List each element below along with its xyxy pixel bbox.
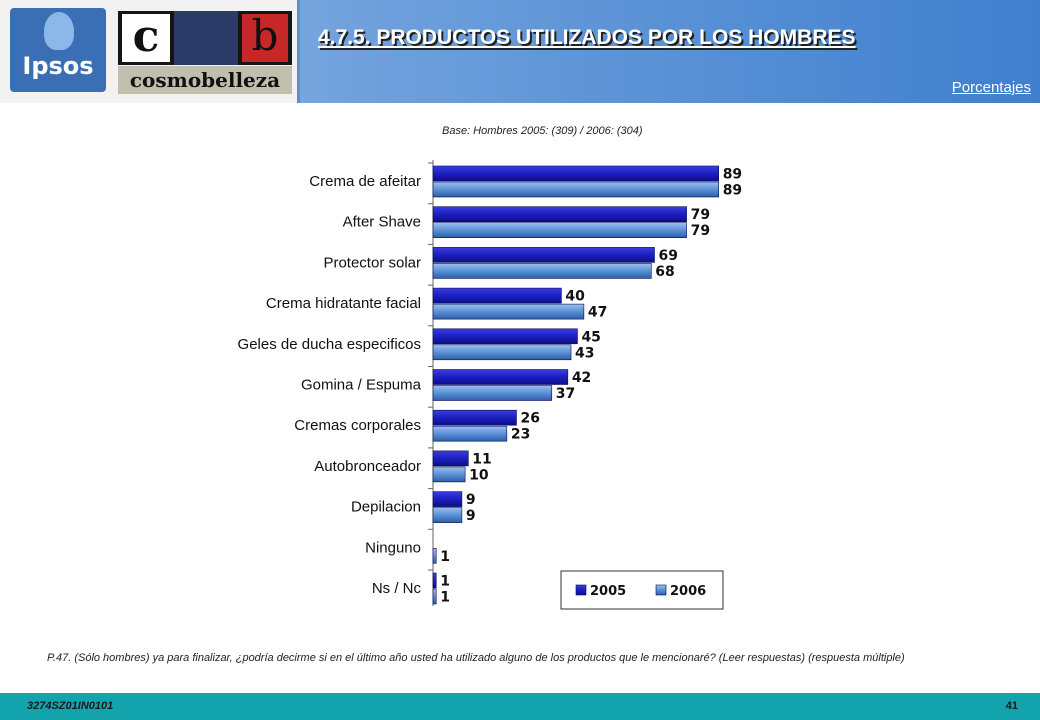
cosmobelleza-logo: c b: [118, 11, 292, 65]
bar-2005: [432, 165, 719, 182]
bar-2006: [432, 263, 652, 279]
data-label: 1: [440, 574, 450, 590]
data-label: 1: [440, 590, 450, 606]
category-label: Crema hidratante facial: [266, 295, 421, 312]
category-label: Ninguno: [365, 539, 421, 556]
bar-2006: [432, 507, 463, 523]
data-label: 79: [691, 207, 710, 223]
header-banner: Ipsos c b cosmobelleza 4.7.5. PRODUCTOS …: [0, 0, 1040, 103]
cosmobelleza-wordmark: cosmobelleza: [118, 66, 292, 94]
page-title: 4.7.5. PRODUCTOS UTILIZADOS POR LOS HOMB…: [318, 26, 856, 49]
base-note: Base: Hombres 2005: (309) / 2006: (304): [442, 125, 643, 137]
data-label: 10: [469, 467, 489, 483]
bar-2006: [432, 344, 572, 361]
data-label: 68: [655, 264, 674, 280]
ipsos-logo: Ipsos: [10, 8, 106, 92]
category-label: Gomina / Espuma: [301, 377, 422, 394]
data-label: 23: [511, 427, 530, 443]
category-label: Ns / Nc: [372, 580, 422, 597]
page-number: 41: [1005, 700, 1018, 712]
bar-2005: [432, 491, 463, 507]
ipsos-logo-text: Ipsos: [22, 52, 94, 80]
legend-swatch: [655, 584, 667, 596]
category-label: Depilacion: [351, 499, 421, 516]
category-label: After Shave: [343, 214, 421, 231]
data-label: 9: [466, 508, 476, 524]
logo-b-letter: b: [242, 14, 288, 62]
logo-c-letter: c: [122, 14, 170, 62]
legend-label: 2006: [670, 584, 706, 599]
data-label: 89: [723, 183, 742, 199]
bar-2005: [432, 287, 562, 304]
category-label: Crema de afeitar: [309, 173, 421, 190]
legend-label: 2005: [590, 584, 626, 599]
bar-2006: [432, 425, 508, 442]
category-label: Cremas corporales: [294, 417, 421, 434]
data-label: 45: [581, 329, 600, 345]
bar-2005: [432, 450, 469, 467]
data-label: 47: [588, 305, 607, 321]
bar-2005: [432, 369, 569, 385]
data-label: 43: [575, 345, 594, 361]
data-label: 79: [691, 223, 710, 239]
units-label: Porcentajes: [951, 79, 1031, 96]
bar-2006: [432, 222, 687, 238]
bar-2005: [432, 572, 437, 589]
data-label: 40: [565, 289, 585, 305]
category-label: Protector solar: [323, 254, 421, 271]
bar-2006: [432, 466, 466, 483]
category-label: Geles de ducha especificos: [238, 336, 421, 353]
legend-swatch: [575, 584, 587, 596]
bar-2006: [432, 303, 585, 320]
study-code: 3274SZ01IN0101: [27, 700, 114, 712]
data-label: 26: [520, 411, 539, 427]
data-label: 1: [440, 549, 450, 565]
data-label: 89: [723, 167, 742, 183]
bar-2006: [432, 181, 719, 198]
ipsos-face-icon: [44, 12, 74, 50]
bar-2005: [432, 206, 687, 222]
bar-2005: [432, 328, 578, 345]
data-label: 69: [658, 248, 677, 264]
data-label: 42: [572, 370, 591, 386]
footer-bar: 3274SZ01IN0101 41: [0, 693, 1040, 720]
logo-brush-image: [174, 11, 238, 65]
question-note: P.47. (Sólo hombres) ya para finalizar, …: [47, 652, 905, 664]
bar-2006: [432, 385, 553, 401]
category-label: Autobronceador: [314, 458, 421, 475]
data-label: 37: [556, 386, 575, 402]
bar-2006: [432, 588, 437, 605]
bar-2005: [432, 247, 655, 263]
legend-box: [560, 570, 724, 610]
data-label: 9: [466, 492, 476, 508]
logo-panel: Ipsos c b cosmobelleza: [0, 0, 300, 103]
bar-2005: [432, 409, 517, 426]
bar-2006: [432, 547, 437, 564]
data-label: 11: [472, 451, 491, 467]
